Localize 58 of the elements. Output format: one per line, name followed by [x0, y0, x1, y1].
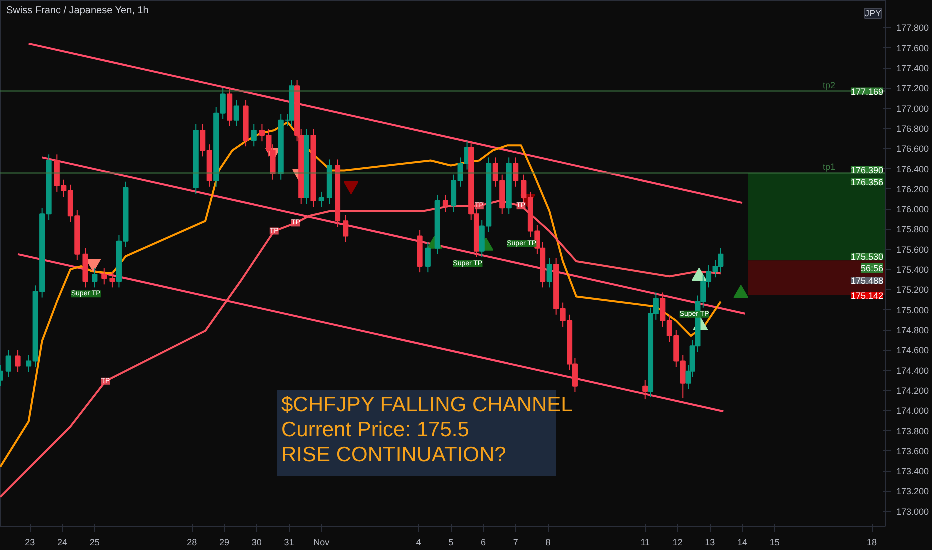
x-tick-label: 24 — [58, 538, 68, 548]
x-tick-label: 31 — [284, 538, 294, 548]
y-tick-label: 177.400 — [896, 64, 930, 74]
y-tick-label: 177.800 — [896, 23, 930, 34]
y-tick-label: 177.200 — [896, 84, 930, 94]
y-tick-label: 176.800 — [896, 124, 930, 134]
x-tick-label: 11 — [640, 538, 650, 548]
x-tick-label: Nov — [314, 538, 330, 548]
x-tick-label: 8 — [546, 538, 551, 548]
annotation: 175.530 — [850, 252, 884, 262]
x-tick-label: 29 — [219, 538, 230, 548]
x-tick-label: 15 — [770, 538, 780, 548]
y-tick-label: 173.800 — [896, 426, 930, 436]
y-tick-label: 176.200 — [896, 184, 930, 194]
y-tick-label: 177.600 — [896, 43, 930, 54]
x-tick-label: 7 — [513, 538, 518, 548]
annotation: RISE CONTINUATION? — [282, 444, 506, 466]
x-tick-label: 6 — [480, 538, 486, 548]
y-tick-label: 174.200 — [896, 386, 930, 396]
annotation: 176.356 — [850, 177, 884, 188]
y-tick-label: 176.000 — [896, 204, 930, 215]
y-tick-label: 173.000 — [896, 506, 930, 517]
x-tick-label: 12 — [672, 538, 683, 548]
y-tick-label: 176.600 — [896, 144, 930, 154]
text: Swiss Franc / Japanese Yen, 1h — [6, 6, 149, 16]
x-tick-label: 4 — [416, 538, 422, 548]
y-tick-label: 175.200 — [896, 285, 930, 296]
y-tick-label: 173.400 — [896, 466, 930, 477]
x-tick-label: 13 — [705, 538, 716, 548]
ref-line-label: tp1 — [822, 162, 836, 172]
y-tick-label: 177.000 — [896, 104, 930, 114]
annotation: 175.142 — [850, 291, 884, 302]
annotation: 175.488 — [850, 276, 884, 286]
x-tick-label: 18 — [867, 538, 878, 548]
y-tick-label: 175.600 — [896, 244, 930, 255]
y-tick-label: 174.600 — [896, 346, 930, 356]
annotation: 177.169 — [850, 86, 884, 97]
ref-line-label: tp2 — [822, 80, 836, 90]
y-tick-label: 174.400 — [896, 366, 930, 376]
x-tick-label: 28 — [187, 538, 198, 548]
x-tick-label: 14 — [737, 538, 748, 548]
y-tick-label: 174.000 — [896, 406, 930, 416]
y-tick-label: 175.400 — [896, 265, 930, 276]
y-axis-title: JPY — [864, 8, 882, 18]
annotation: 56:56 — [860, 263, 884, 274]
y-tick-label: 175.000 — [896, 305, 930, 316]
x-tick-label: 25 — [90, 538, 100, 548]
y-tick-label: 175.800 — [896, 224, 930, 235]
annotation: 176.390 — [850, 165, 884, 176]
x-tick-label: 5 — [448, 538, 454, 548]
y-tick-label: 173.200 — [896, 486, 930, 497]
x-tick-label: 30 — [252, 538, 262, 548]
x-tick-label: 23 — [25, 538, 36, 548]
y-tick-label: 173.600 — [896, 446, 930, 456]
y-tick-label: 174.800 — [896, 326, 930, 336]
y-tick-label: 176.400 — [896, 164, 930, 174]
annotation: Current Price: 175.5 — [282, 418, 470, 442]
annotation: $CHFJPY FALLING CHANNEL — [282, 394, 573, 416]
